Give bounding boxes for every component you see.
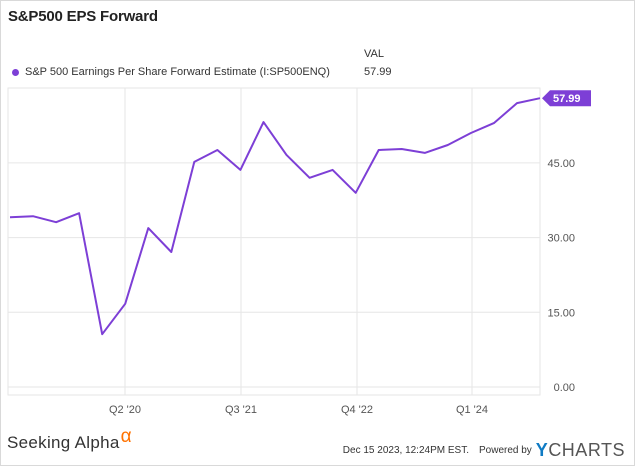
y-tick-label: 15.00 — [547, 307, 575, 319]
last-value-badge: 57.99 — [542, 90, 591, 107]
legend-column-header: VAL — [364, 48, 384, 60]
seeking-alpha-logo: Seeking Alphaα — [7, 426, 132, 454]
chart-title: S&P500 EPS Forward — [8, 8, 158, 25]
x-tick-label: Q1 '24 — [456, 404, 488, 416]
brand-name: Seeking Alpha — [7, 433, 120, 452]
ycharts-text: CHARTS — [548, 440, 625, 460]
x-tick-label: Q4 '22 — [341, 404, 373, 416]
x-tick-label: Q2 '20 — [109, 404, 141, 416]
timestamp: Dec 15 2023, 12:24PM EST. — [342, 445, 469, 456]
y-axis-ticks: 0.00 15.00 30.00 45.00 — [547, 158, 575, 394]
y-tick-label: 0.00 — [554, 382, 575, 394]
x-tick-label: Q3 '21 — [225, 404, 257, 416]
ycharts-logo[interactable]: YCHARTS — [536, 440, 625, 461]
powered-by-label: Powered by — [478, 445, 532, 456]
grid-lines — [7, 87, 541, 396]
y-tick-label: 30.00 — [547, 233, 575, 245]
y-tick-label: 45.00 — [547, 158, 575, 170]
legend-series-label: S&P 500 Earnings Per Share Forward Estim… — [25, 66, 330, 78]
series-dot-icon — [12, 68, 19, 76]
x-axis-ticks: Q2 '20 Q3 '21 Q4 '22 Q1 '24 — [109, 404, 488, 416]
footer-info: Dec 15 2023, 12:24PM EST. Powered by YCH… — [343, 440, 625, 461]
series-line — [9, 97, 541, 336]
ycharts-y: Y — [535, 440, 549, 460]
last-value-text: 57.99 — [553, 93, 581, 105]
legend-series-value: 57.99 — [364, 66, 392, 78]
legend-series-entry[interactable]: S&P 500 Earnings Per Share Forward Estim… — [12, 66, 330, 78]
alpha-symbol-icon: α — [120, 426, 132, 447]
